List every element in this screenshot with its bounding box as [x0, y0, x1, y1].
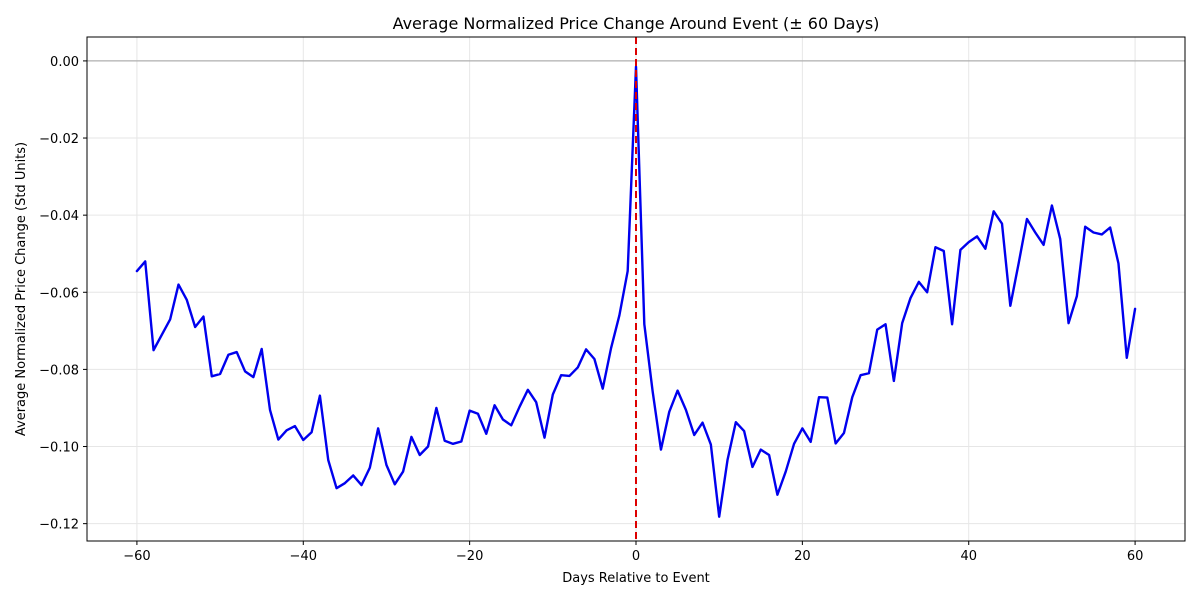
y-tick-label: −0.08: [39, 363, 79, 378]
x-tick-label: −20: [456, 549, 483, 564]
y-tick-label: −0.10: [39, 441, 79, 456]
y-tick-label: −0.12: [39, 518, 79, 533]
series-layer: [135, 37, 1137, 541]
x-tick-label: −40: [290, 549, 317, 564]
y-axis-label: Average Normalized Price Change (Std Uni…: [14, 142, 29, 436]
chart-title: Average Normalized Price Change Around E…: [393, 14, 880, 33]
x-tick-label: 0: [632, 549, 640, 564]
x-axis-ticks: −60 −40 −20 0 20 40 60: [123, 541, 1143, 564]
x-axis-label: Days Relative to Event: [562, 571, 710, 586]
y-axis-ticks: 0.00 −0.02 −0.04 −0.06 −0.08 −0.10 −0.12: [39, 55, 87, 533]
y-tick-label: −0.04: [39, 209, 79, 224]
x-tick-label: 60: [1127, 549, 1144, 564]
series-line: [135, 65, 1137, 518]
x-tick-label: 40: [960, 549, 977, 564]
y-tick-label: 0.00: [50, 55, 79, 70]
x-tick-label: 20: [794, 549, 811, 564]
y-tick-label: −0.06: [39, 286, 79, 301]
y-tick-label: −0.02: [39, 132, 79, 147]
x-tick-label: −60: [123, 549, 150, 564]
